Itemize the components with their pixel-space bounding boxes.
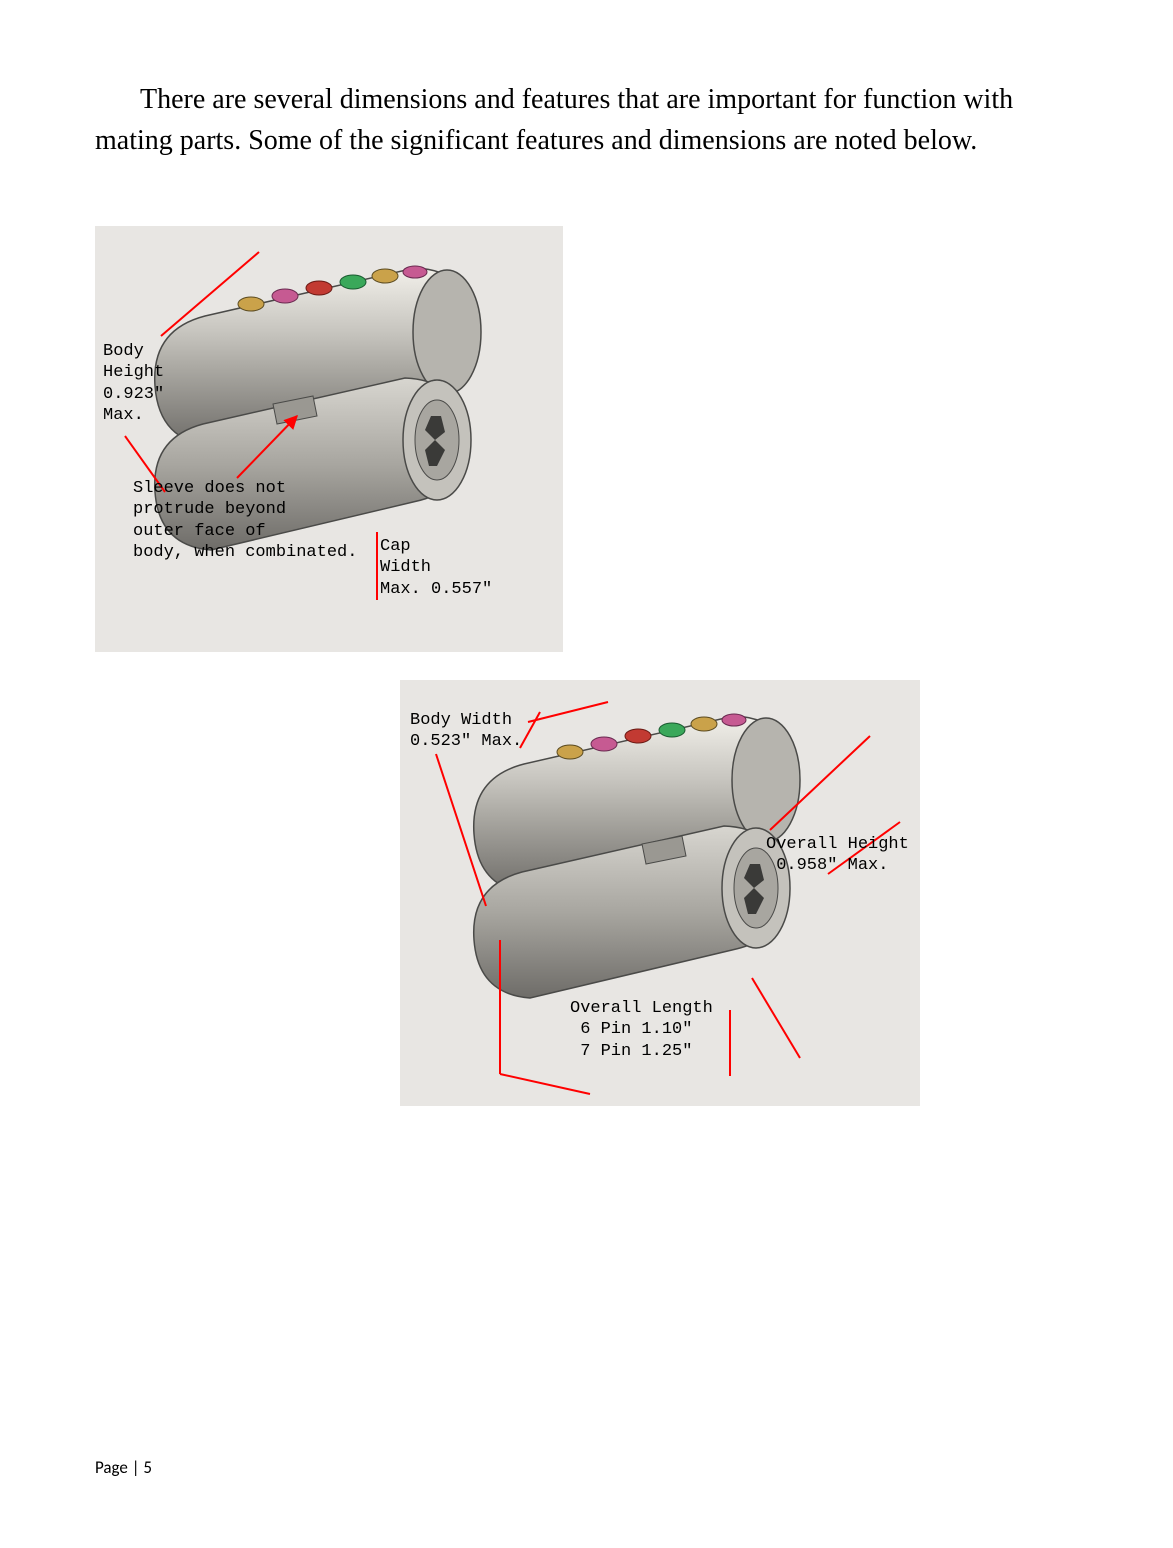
lock-cylinder-1: [95, 226, 563, 652]
callout-overall-length: Overall Length 6 Pin 1.10" 7 Pin 1.25": [570, 998, 713, 1062]
intro-paragraph: There are several dimensions and feature…: [95, 80, 1080, 161]
intro-text: There are several dimensions and feature…: [95, 84, 1013, 156]
figure-1: Body Height 0.923" Max. Sleeve does not …: [95, 226, 563, 652]
figure-2: Body Width 0.523" Max. Overall Height 0.…: [400, 680, 920, 1106]
callout-body-height: Body Height 0.923" Max.: [103, 341, 164, 426]
callout-overall-height: Overall Height 0.958" Max.: [766, 834, 909, 877]
callout-body-width: Body Width 0.523" Max.: [410, 710, 522, 753]
callout-cap-width: Cap Width Max. 0.557": [380, 536, 492, 600]
page-footer: Page | 5: [95, 1457, 152, 1478]
callout-sleeve: Sleeve does not protrude beyond outer fa…: [133, 478, 357, 563]
